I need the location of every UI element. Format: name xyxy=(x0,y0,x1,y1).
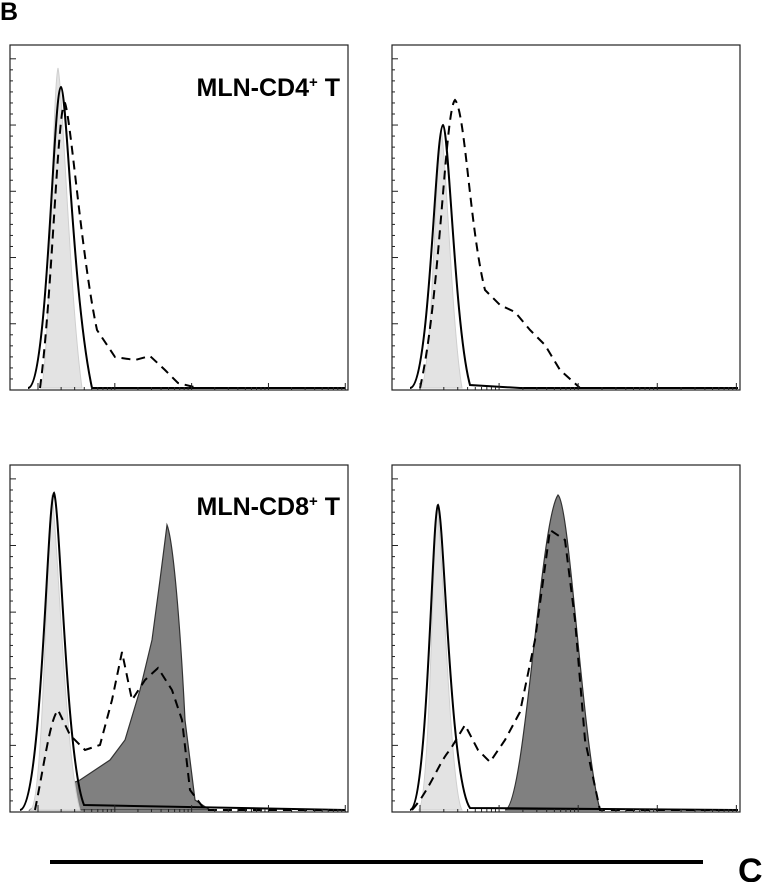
plot-frame xyxy=(9,44,349,391)
histogram-line xyxy=(27,85,345,389)
histogram-line xyxy=(19,491,346,811)
histogram-fill xyxy=(39,67,83,389)
histogram-fill xyxy=(28,522,212,811)
frames xyxy=(9,44,741,813)
panel-title: MLN-CD8+ T xyxy=(197,493,340,521)
histogram-dashed xyxy=(419,98,738,389)
panel-letter: B xyxy=(0,0,18,26)
histogram-line xyxy=(409,123,738,389)
histogram-line xyxy=(409,503,739,811)
panel-letter: C xyxy=(738,852,763,882)
histogram-dashed xyxy=(39,101,345,389)
histogram-fill xyxy=(504,494,601,811)
histogram-fill xyxy=(29,494,81,811)
axis-ticks xyxy=(10,58,737,813)
plot-frame xyxy=(9,464,349,813)
panel-title: MLN-CD4+ T xyxy=(197,74,340,102)
